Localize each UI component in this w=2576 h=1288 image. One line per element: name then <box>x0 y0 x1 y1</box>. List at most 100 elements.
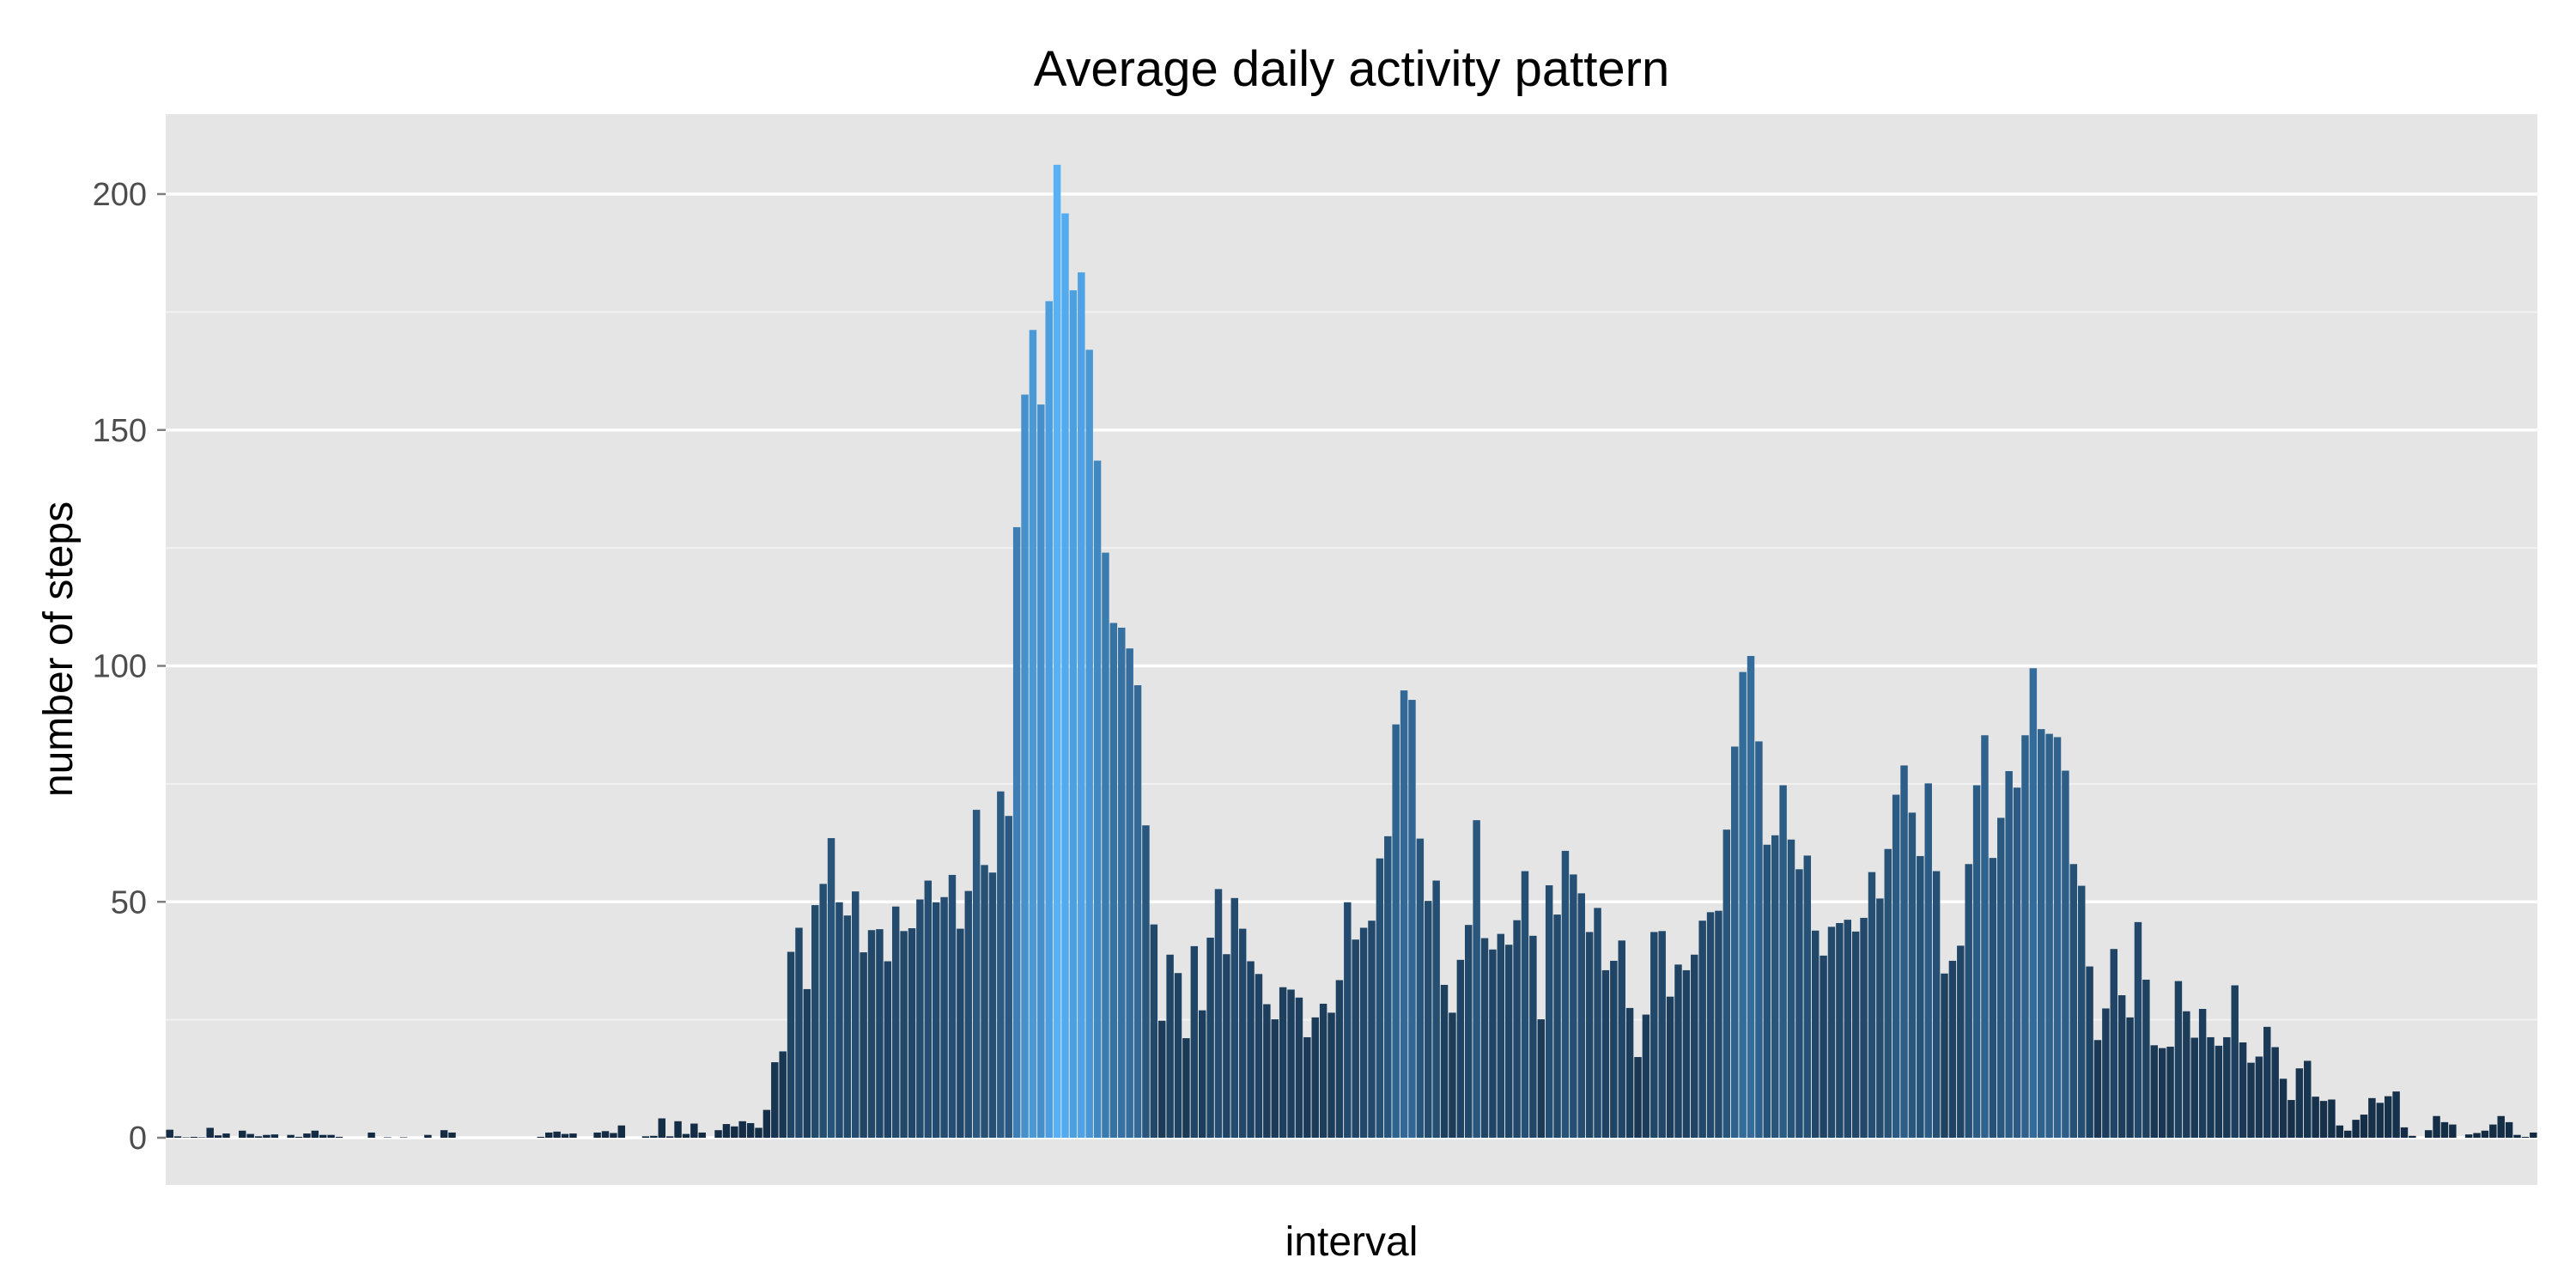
y-axis: 0 50 100 150 200 <box>93 177 166 1157</box>
bar <box>2360 1115 2368 1138</box>
bar <box>932 902 940 1138</box>
bar <box>1295 997 1303 1138</box>
bar <box>876 929 884 1138</box>
y-tick-label: 0 <box>129 1121 147 1157</box>
bar <box>2376 1103 2385 1138</box>
chart-title: Average daily activity pattern <box>1034 41 1669 97</box>
bar <box>1545 885 1553 1138</box>
bar <box>1271 1019 1279 1138</box>
bar <box>860 952 867 1138</box>
bar <box>2449 1124 2457 1138</box>
bar <box>1449 1012 1456 1138</box>
bar <box>327 1134 335 1138</box>
bar <box>2263 1026 2271 1138</box>
bar <box>852 891 860 1138</box>
bar <box>2392 1091 2400 1138</box>
bar <box>746 1122 755 1138</box>
bar <box>2174 981 2183 1138</box>
bar <box>1037 404 1045 1139</box>
bar <box>1601 969 1610 1138</box>
bar <box>1384 835 1392 1138</box>
bar <box>2062 770 2069 1138</box>
bar <box>537 1136 545 1138</box>
bar <box>2053 737 2062 1138</box>
bar <box>2005 771 2013 1138</box>
bar <box>1650 932 1658 1138</box>
bar <box>1570 874 1577 1138</box>
bar <box>1610 960 1618 1138</box>
bar <box>1158 1020 1166 1138</box>
bar <box>2223 1036 2231 1138</box>
bar <box>1860 917 1868 1138</box>
bar <box>867 930 876 1138</box>
bar <box>2433 1115 2440 1138</box>
bar <box>1965 864 1972 1138</box>
bar <box>2086 966 2093 1138</box>
bar <box>1214 889 1223 1138</box>
bar <box>835 902 843 1138</box>
bar <box>1561 850 1570 1138</box>
bar <box>891 906 900 1138</box>
bar <box>1779 785 1787 1138</box>
bar <box>714 1130 722 1138</box>
bar <box>2150 1045 2158 1138</box>
bar <box>972 810 981 1138</box>
bar <box>819 884 827 1138</box>
bar <box>1045 301 1053 1138</box>
bar <box>1900 765 1908 1138</box>
bar <box>1432 880 1440 1138</box>
bar <box>214 1135 222 1138</box>
bar <box>916 899 924 1138</box>
bar <box>787 951 795 1138</box>
bar <box>1093 460 1102 1138</box>
bar <box>2352 1120 2360 1138</box>
bar <box>1416 838 1425 1138</box>
bar <box>698 1132 706 1138</box>
bar <box>1327 1012 1335 1138</box>
y-tick-label: 150 <box>93 413 147 449</box>
bar <box>1529 935 1537 1138</box>
bar <box>2029 668 2038 1138</box>
bar <box>1078 272 1085 1139</box>
bar <box>287 1134 295 1138</box>
bar <box>1836 922 1844 1138</box>
bar <box>771 1062 779 1138</box>
bar <box>2271 1047 2279 1138</box>
bar <box>779 1051 787 1138</box>
bar <box>1335 980 1344 1138</box>
bar <box>1924 783 1932 1138</box>
bar <box>1255 974 1263 1138</box>
bar <box>1464 925 1473 1138</box>
bar <box>1497 933 1505 1138</box>
bar <box>1118 627 1126 1138</box>
bar <box>335 1136 343 1138</box>
bar <box>2038 729 2045 1138</box>
bar <box>1198 1010 1206 1138</box>
bar <box>1223 954 1230 1138</box>
bar <box>1311 1017 1319 1138</box>
bar <box>2336 1125 2344 1138</box>
bar <box>2102 1008 2110 1138</box>
bar <box>1513 920 1521 1138</box>
bar <box>166 1129 173 1138</box>
bar <box>1230 897 1239 1138</box>
bar <box>190 1136 198 1138</box>
bar <box>1408 700 1416 1138</box>
bar <box>303 1133 311 1138</box>
bar <box>553 1131 561 1138</box>
y-tick-label: 200 <box>93 177 147 213</box>
bar <box>1521 871 1529 1138</box>
bar <box>601 1131 610 1138</box>
bar <box>1771 835 1779 1138</box>
bar <box>2312 1097 2319 1138</box>
bar <box>731 1126 738 1138</box>
bar <box>1755 741 1763 1138</box>
bar <box>2400 1127 2409 1138</box>
bar <box>1102 552 1109 1138</box>
bar <box>1868 872 1876 1138</box>
bar <box>1368 920 1376 1138</box>
bar <box>2013 787 2021 1138</box>
bar <box>682 1133 690 1138</box>
x-axis-title: interval <box>1285 1219 1419 1265</box>
bar <box>1061 213 1069 1138</box>
